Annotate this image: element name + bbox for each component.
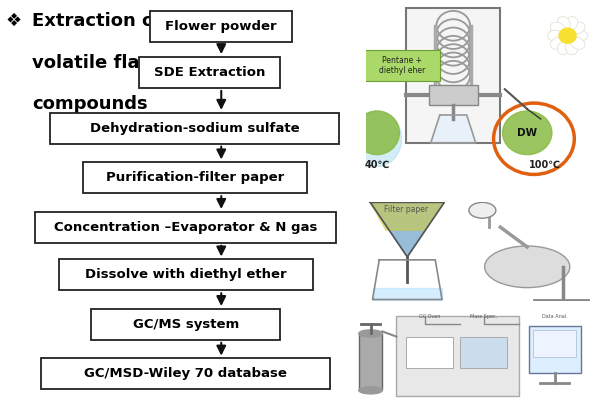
Text: compounds: compounds: [32, 95, 148, 113]
FancyBboxPatch shape: [139, 57, 280, 88]
Text: Dissolve with diethyl ether: Dissolve with diethyl ether: [85, 268, 287, 281]
Text: Concentration –Evaporator & N gas: Concentration –Evaporator & N gas: [54, 221, 317, 234]
FancyBboxPatch shape: [83, 162, 307, 193]
Text: volatile flavor: volatile flavor: [32, 54, 173, 72]
Text: SDE Extraction: SDE Extraction: [154, 66, 265, 79]
Text: Dehydration-sodium sulfate: Dehydration-sodium sulfate: [90, 121, 300, 135]
Text: GC/MSD-Wiley 70 database: GC/MSD-Wiley 70 database: [84, 367, 287, 380]
FancyBboxPatch shape: [59, 259, 313, 290]
Text: Purification-filter paper: Purification-filter paper: [106, 171, 284, 184]
Text: Extraction of: Extraction of: [32, 12, 163, 31]
FancyBboxPatch shape: [50, 112, 339, 144]
FancyBboxPatch shape: [150, 11, 292, 42]
Text: GC/MS system: GC/MS system: [133, 318, 239, 331]
Text: ❖: ❖: [6, 12, 22, 31]
FancyBboxPatch shape: [91, 309, 280, 339]
Text: Flower powder: Flower powder: [165, 20, 277, 33]
FancyBboxPatch shape: [41, 358, 330, 389]
FancyBboxPatch shape: [35, 211, 336, 242]
